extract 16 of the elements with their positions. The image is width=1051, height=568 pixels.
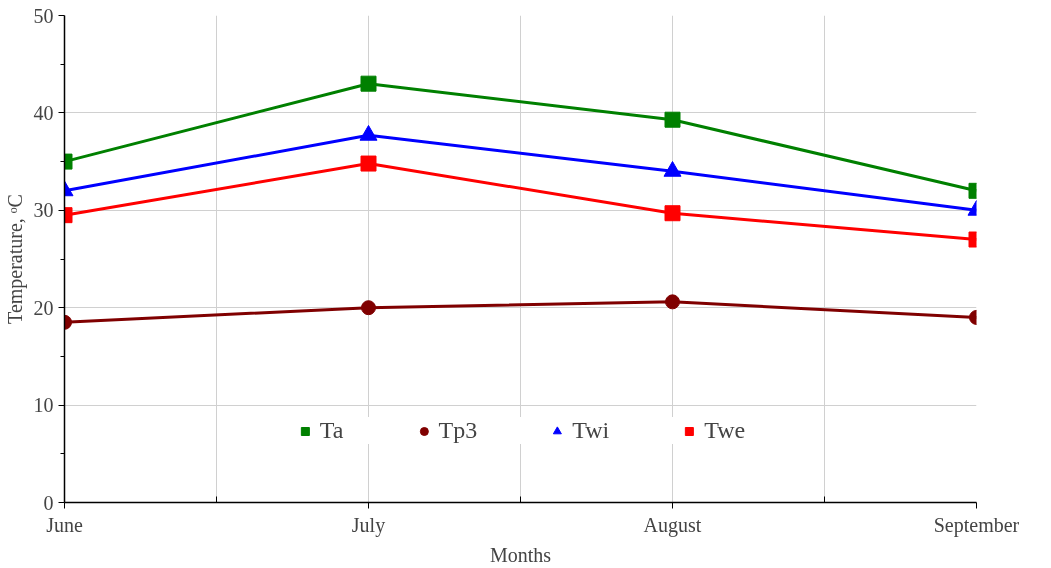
legend-label: Twi: [572, 417, 610, 444]
y-tick-label: 50: [33, 4, 54, 27]
y-tick-label: 10: [33, 394, 54, 417]
y-axis-title: Temperature, ᵒC: [3, 194, 27, 324]
legend-label: Twe: [704, 417, 746, 444]
x-tick-label: July: [351, 513, 386, 537]
legend-label: Tp3: [438, 417, 478, 444]
legend-label: Ta: [319, 417, 344, 444]
x-tick-label: August: [643, 513, 702, 537]
y-tick-label: 40: [33, 101, 54, 124]
y-tick-label: 20: [33, 296, 54, 319]
y-tick-label: 0: [43, 491, 54, 514]
x-tick-label: June: [46, 513, 83, 536]
x-tick-label: September: [933, 513, 1020, 537]
y-tick-label: 30: [33, 199, 54, 222]
x-axis-title: Months: [489, 543, 552, 566]
